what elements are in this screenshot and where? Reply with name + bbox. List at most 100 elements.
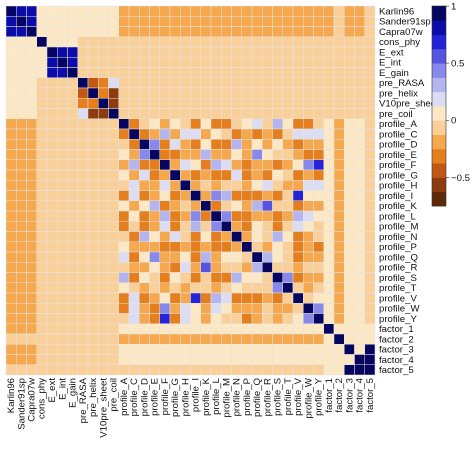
heatmap-cell [139, 98, 150, 109]
heatmap-cell [98, 26, 109, 37]
heatmap-cell [190, 108, 201, 119]
heatmap-cell [344, 77, 355, 89]
heatmap-cell [221, 139, 232, 150]
legend-tick-label: 1 [451, 1, 456, 12]
heatmap-cell [303, 210, 314, 222]
heatmap-cell [282, 313, 294, 324]
heatmap-cell [303, 303, 314, 314]
heatmap-cell [139, 323, 150, 335]
heatmap-cell [5, 57, 17, 68]
heatmap-cell [67, 241, 78, 253]
legend-swatch [432, 63, 446, 78]
heatmap-cell [313, 5, 324, 17]
heatmap-cell [108, 180, 119, 191]
heatmap-cell [210, 16, 222, 27]
heatmap-cell [169, 272, 181, 283]
heatmap-cell [118, 118, 130, 130]
heatmap-cell [128, 251, 140, 263]
heatmap-cell [180, 26, 191, 37]
heatmap-cell [5, 67, 17, 78]
heatmap-cell [139, 333, 150, 345]
heatmap-cell [221, 241, 232, 253]
heatmap-cell [139, 251, 150, 263]
heatmap-cell [272, 221, 283, 232]
heatmap-cell [16, 77, 27, 89]
heatmap-cell [169, 344, 181, 355]
heatmap-cell [313, 241, 324, 253]
heatmap-cell [344, 108, 355, 119]
heatmap-cell [57, 5, 68, 17]
row-label: profile_F [379, 160, 416, 171]
heatmap-cell [77, 221, 89, 232]
heatmap-cell [87, 210, 99, 222]
heatmap-cell [36, 354, 48, 365]
heatmap-cell [364, 303, 376, 314]
heatmap-cell [5, 272, 17, 283]
heatmap-cell [333, 210, 345, 222]
heatmap-cell [16, 292, 27, 304]
heatmap-cell [128, 282, 140, 294]
heatmap-cell [57, 323, 68, 335]
heatmap-cell [98, 190, 109, 201]
heatmap-cell [36, 16, 48, 27]
heatmap-cell [282, 190, 294, 201]
heatmap-cell [292, 241, 304, 253]
heatmap-cell [333, 128, 345, 140]
heatmap-cell [139, 180, 150, 191]
heatmap-cell [190, 303, 201, 314]
heatmap-cell [210, 67, 222, 78]
heatmap-cell [354, 210, 365, 222]
heatmap-cell [354, 180, 365, 191]
heatmap-cell [221, 344, 232, 355]
heatmap-cell [169, 108, 181, 119]
heatmap-cell [251, 323, 263, 335]
heatmap-cell [67, 354, 78, 365]
heatmap-cell [169, 190, 181, 201]
heatmap-cell [333, 36, 345, 48]
heatmap-cell [272, 292, 283, 304]
heatmap-cell [108, 323, 119, 335]
heatmap-cell [36, 221, 48, 232]
column-label: profile_L [211, 377, 222, 414]
heatmap-cell [98, 87, 109, 99]
heatmap-cell [200, 16, 212, 27]
heatmap-cell [282, 118, 294, 130]
heatmap-cell [169, 251, 181, 263]
heatmap-cell [128, 5, 140, 17]
heatmap-cell [87, 344, 99, 355]
heatmap-cell [272, 77, 283, 89]
heatmap-cell [313, 272, 324, 283]
heatmap-cell [36, 251, 48, 263]
heatmap-cell [128, 180, 140, 191]
heatmap-cell [231, 16, 242, 27]
heatmap-cell [272, 200, 283, 212]
heatmap-cell [159, 210, 171, 222]
row-label: pre_coil [379, 109, 413, 120]
heatmap-cell [139, 16, 150, 27]
heatmap-cell [282, 36, 294, 48]
heatmap-cell [26, 149, 37, 160]
heatmap-cell [251, 159, 263, 171]
heatmap-cell [77, 210, 89, 222]
row-label: Capra07w [379, 27, 423, 38]
heatmap-cell [241, 200, 253, 212]
heatmap-cell [149, 323, 160, 335]
heatmap-cell [57, 200, 68, 212]
heatmap-cell [108, 46, 119, 58]
heatmap-cell [364, 231, 376, 242]
heatmap-cell [87, 231, 99, 242]
heatmap-cell [128, 77, 140, 89]
heatmap-cell [180, 262, 191, 273]
heatmap-cell [323, 169, 335, 181]
heatmap-cell [169, 57, 181, 68]
column-label: profile_R [262, 378, 273, 416]
heatmap-cell [313, 159, 324, 171]
heatmap-cell [231, 67, 242, 78]
heatmap-cell [221, 333, 232, 345]
heatmap-cell [67, 149, 78, 160]
heatmap-cell [354, 323, 365, 335]
heatmap-cell [169, 98, 181, 109]
heatmap-cell [77, 118, 89, 130]
heatmap-cell [46, 98, 58, 109]
legend-swatch [432, 177, 446, 193]
